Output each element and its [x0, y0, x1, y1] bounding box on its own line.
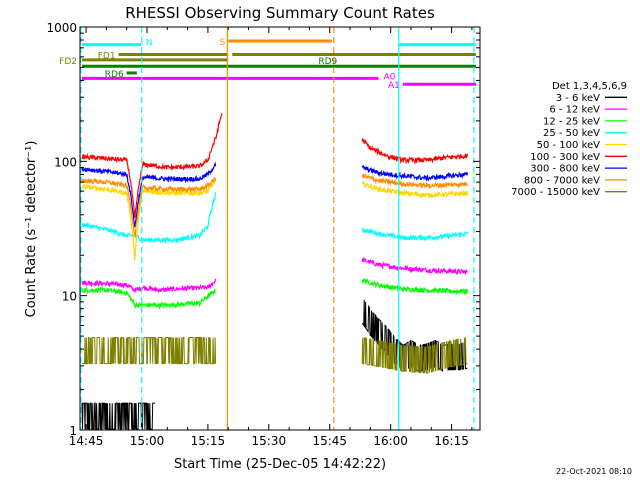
series-line-300-800-kev-0: [81, 161, 217, 228]
x-tick-label-16-15: 16:15: [434, 434, 469, 448]
series-line-800-7000-kev-0: [81, 177, 217, 238]
series-line-50-100-kev-1: [361, 180, 469, 199]
footer-timestamp: 22-Oct-2021 08:10: [556, 467, 632, 476]
legend-label-100-300-kev: 100 - 300 keV: [530, 152, 600, 163]
series-3-6-kev: [81, 299, 468, 430]
legend-label-300-800-kev: 300 - 800 keV: [530, 164, 600, 175]
axis-layer: 14:45 15:00 15:15 15:30 15:45 16:00 16:15 1 10 10…: [46, 21, 480, 448]
series-line-100-300-kev-1: [361, 138, 469, 165]
legend-label-3-6-kev: 3 - 6 keV: [556, 93, 600, 104]
series-100-300-kev: [81, 113, 469, 218]
legend-title: Det 1,3,4,5,6,9: [552, 81, 627, 92]
legend-label-6-12-kev: 6 - 12 keV: [549, 105, 600, 116]
flag-label-fd2: FD2: [59, 57, 77, 67]
series-line-3-6-kev-0: [81, 402, 156, 430]
legend-label-50-100-kev: 50 - 100 keV: [537, 140, 601, 151]
series-800-7000-kev: [81, 173, 468, 238]
series-line-3-6-kev-1: [361, 299, 468, 372]
x-tick-label-16-00: 16:00: [373, 434, 408, 448]
x-tick-label-15-30: 15:30: [252, 434, 287, 448]
series-line-100-300-kev-0: [81, 113, 223, 218]
series-line-6-12-kev-0: [81, 278, 217, 293]
flag-label-s: S: [220, 38, 226, 48]
series-6-12-kev: [81, 257, 469, 293]
series-line-25-50-kev-1: [361, 227, 469, 242]
y-tick-label-100: 100: [54, 155, 77, 169]
flag-label-a0: A0: [383, 72, 395, 82]
series-7000-15000-kev: [82, 337, 468, 374]
flag-label-n: N: [146, 39, 153, 49]
plot-frame: [79, 26, 481, 431]
x-axis-label: Start Time (25-Dec-05 14:42:22): [174, 457, 386, 472]
chart-title: RHESSI Observing Summary Count Rates: [125, 4, 435, 22]
x-tick-label-15-45: 15:45: [312, 434, 347, 448]
flag-label-rd6: RD6: [105, 70, 124, 80]
series-line-12-25-kev-1: [361, 277, 469, 296]
legend-label-25-50-kev: 25 - 50 keV: [543, 128, 600, 139]
flag-label-a1: A1: [388, 81, 400, 91]
x-tick-label-15-00: 15:00: [130, 434, 165, 448]
series-line-7000-15000-kev-0: [82, 337, 217, 365]
series-line-12-25-kev-0: [81, 285, 216, 310]
legend-label-7000-15000-kev: 7000 - 15000 keV: [511, 187, 600, 198]
series-line-300-800-kev-1: [361, 164, 469, 182]
series-line-800-7000-kev-1: [361, 173, 468, 190]
series-line-7000-15000-kev-1: [361, 337, 468, 374]
series-line-50-100-kev-0: [81, 179, 217, 261]
x-tick-label-15-15: 15:15: [191, 434, 226, 448]
y-tick-label-10: 10: [62, 290, 77, 304]
series-line-6-12-kev-1: [361, 257, 469, 276]
y-axis-label: Count Rate (s⁻¹ detector⁻¹): [24, 141, 39, 318]
y-tick-label-1: 1: [69, 424, 77, 438]
legend-label-12-25-kev: 12 - 25 keV: [543, 116, 600, 127]
flag-label-fd1: FD1: [98, 52, 116, 62]
x-tick-label-14-45: 14:45: [69, 434, 104, 448]
flag-label-rd9: RD9: [318, 57, 337, 67]
y-tick-label-1000: 1000: [46, 21, 77, 35]
series-12-25-kev: [81, 277, 469, 310]
series-300-800-kev: [81, 161, 469, 228]
legend-label-800-7000-kev: 800 - 7000 keV: [524, 175, 600, 186]
vertical-marker-layer: [80, 27, 475, 430]
series-line-25-50-kev-0: [81, 192, 217, 244]
series-layer: [81, 113, 469, 430]
series-25-50-kev: [81, 192, 469, 244]
